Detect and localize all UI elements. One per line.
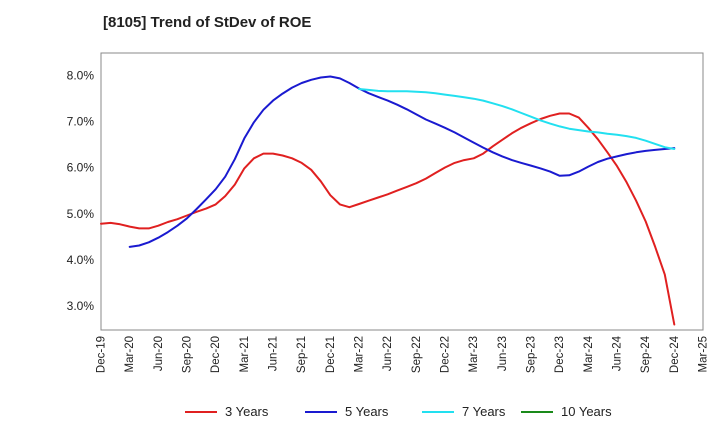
legend-item-10-years: 10 Years [521,404,612,419]
legend-item-5-years: 5 Years [305,404,388,419]
y-tick-label: 3.0% [67,299,95,313]
legend-swatch [185,410,217,413]
x-tick-label: Jun-22 [382,336,394,371]
x-tick-label: Dec-19 [96,336,108,373]
legend-label: 3 Years [225,404,269,419]
chart-title: [8105] Trend of StDev of ROE [103,14,312,31]
y-tick-label: 8.0% [67,68,95,82]
legend-label: 10 Years [561,404,612,419]
legend-item-3-years: 3 Years [185,404,268,419]
x-tick-label: Sep-21 [296,336,308,373]
series-line-7-years [358,88,676,150]
x-tick-label: Sep-23 [526,336,538,373]
x-tick-label: Mar-25 [698,336,710,372]
y-tick-label: 4.0% [67,253,95,267]
legend-swatch [305,410,337,413]
legend-swatch [422,410,454,413]
x-tick-label: Jun-24 [612,335,624,371]
x-tick-label: Dec-23 [554,336,566,373]
series-line-5-years [128,75,676,248]
x-tick-label: Dec-20 [210,336,222,373]
x-tick-label: Dec-22 [440,336,452,373]
legend-swatch [521,410,553,413]
x-tick-label: Jun-23 [497,336,509,371]
chart-legend: 3 Years 5 Years 7 Years 10 Years [0,404,720,426]
x-tick-label: Sep-22 [411,336,423,373]
x-tick-label: Mar-24 [583,335,595,372]
x-tick-label: Mar-21 [239,336,251,372]
x-tick-label: Sep-24 [640,335,652,373]
series-line-3-years [100,112,676,326]
plot-area [100,52,704,331]
x-tick-label: Mar-20 [124,336,136,372]
x-tick-label: Mar-23 [468,336,480,372]
legend-item-7-years: 7 Years [422,404,505,419]
x-tick-label: Mar-22 [354,336,366,372]
x-tick-label: Dec-21 [325,336,337,373]
x-tick-label: Dec-24 [669,335,681,373]
legend-label: 7 Years [462,404,506,419]
y-tick-label: 6.0% [67,161,95,175]
x-tick-label: Jun-21 [268,336,280,371]
y-tick-label: 7.0% [67,114,95,128]
x-tick-label: Jun-20 [153,336,165,371]
legend-label: 5 Years [345,404,389,419]
y-tick-label: 5.0% [67,207,95,221]
x-tick-label: Sep-20 [182,336,194,373]
